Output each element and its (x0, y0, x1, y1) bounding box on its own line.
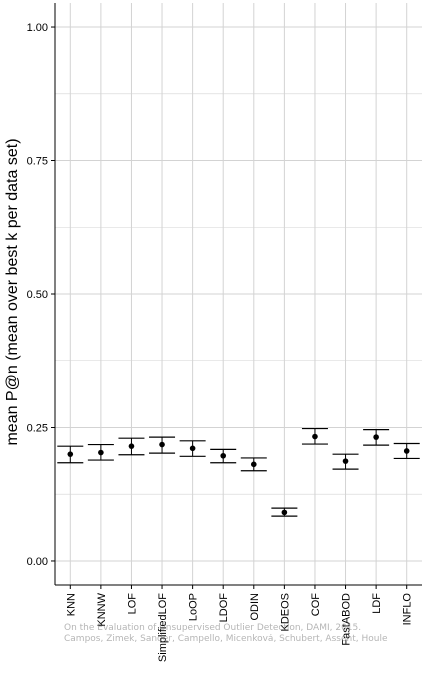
data-point (189, 445, 196, 452)
x-tick-label: LDOF (218, 593, 230, 623)
data-point (281, 509, 288, 516)
grid (55, 3, 422, 585)
data-point (159, 441, 165, 448)
x-tick-label: KNNW (96, 592, 108, 626)
tick-labels: 0.00 0.25 0.50 0.75 1.00 KNN KNNW LOF Simplified… (27, 22, 414, 662)
data-point (403, 448, 410, 454)
x-tick-label: INFLO (402, 593, 414, 626)
x-tick-label: LDF (371, 593, 383, 614)
x-tick-label: KDEOS (279, 593, 291, 632)
y-tick-label: 0.75 (27, 156, 48, 168)
data-point (342, 458, 349, 464)
data-point (250, 461, 257, 468)
data-point (98, 449, 104, 456)
y-tick-label: 0.50 (27, 289, 48, 301)
watermark-line-1: On the Evaluation of Unsupervised Outlie… (64, 623, 362, 633)
y-tick-label: 1.00 (27, 22, 48, 34)
data-point (67, 451, 74, 457)
data-marks (57, 427, 420, 517)
y-tick-label: 0.00 (27, 556, 48, 568)
y-tick-label: 0.25 (27, 422, 48, 434)
data-point (373, 434, 379, 440)
x-tick-label: LOF (126, 593, 138, 615)
x-tick-label: SimplifiedLOF (157, 593, 169, 662)
watermark: On the Evaluation of Unsupervised Outlie… (64, 623, 424, 645)
x-tick-label: COF (310, 593, 322, 617)
x-tick-label: ODIN (249, 593, 261, 621)
axes (51, 3, 422, 589)
data-point (312, 433, 318, 440)
y-axis-title: mean P@n (mean over best k per data set) (4, 138, 21, 445)
data-point (220, 452, 227, 459)
x-tick-label: LoOP (188, 593, 200, 621)
watermark-line-2: Campos, Zimek, Sander, Campello, Micenko… (64, 634, 388, 644)
x-tick-label: KNN (65, 593, 77, 616)
x-tick-label: FastABOD (341, 593, 353, 646)
data-point (128, 443, 135, 449)
